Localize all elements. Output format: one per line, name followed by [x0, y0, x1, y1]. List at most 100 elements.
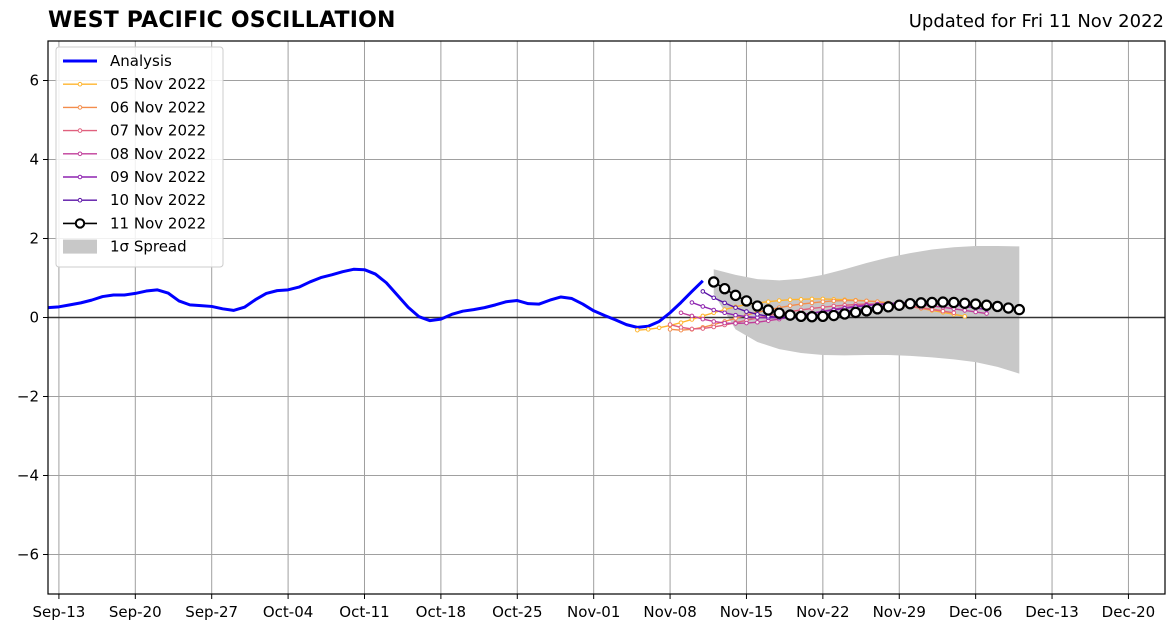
x-tick-label: Nov-29 — [873, 603, 926, 621]
legend-item-08-nov-2022: 08 Nov 2022 — [63, 145, 206, 163]
forecast-point — [744, 320, 749, 326]
forecast-point — [940, 308, 946, 314]
forecast-point — [733, 321, 738, 326]
forecast-point — [733, 312, 738, 318]
forecast-point — [809, 300, 815, 306]
forecast-point — [817, 310, 829, 323]
legend-item-analysis: Analysis — [63, 52, 172, 70]
forecast-point — [798, 297, 804, 302]
x-tick-label: Nov-08 — [643, 603, 696, 621]
forecast-point — [656, 325, 662, 331]
analysis-line — [47, 267, 704, 329]
forecast-point — [700, 316, 706, 322]
forecast-point — [645, 327, 651, 332]
forecast-point — [980, 299, 993, 311]
legend-label: 08 Nov 2022 — [110, 145, 206, 163]
forecast-point — [962, 308, 968, 313]
y-tick-label: 2 — [29, 230, 39, 248]
forecast-point — [722, 300, 727, 306]
forecast-point — [762, 304, 774, 316]
x-axis-ticks: Sep-13 Sep-20 Sep-27 Oct-04 Oct-11 Oct-18 Oct-… — [33, 594, 1155, 621]
y-tick-label: 6 — [29, 72, 39, 90]
forecast-point — [776, 298, 782, 303]
forecast-point — [915, 297, 927, 309]
forecast-point — [689, 326, 695, 332]
forecast-point — [795, 310, 807, 323]
x-tick-label: Dec-06 — [949, 603, 1003, 621]
forecast-point — [973, 309, 978, 315]
legend-item-1-spread: 1σ Spread — [63, 238, 187, 256]
forecast-point — [700, 326, 706, 331]
forecast-point — [635, 327, 640, 333]
forecast-point — [689, 300, 695, 305]
forecast-point — [787, 297, 793, 303]
forecast-point — [1002, 302, 1015, 314]
y-tick-label: −6 — [17, 546, 39, 564]
legend-item-07-nov-2022: 07 Nov 2022 — [63, 122, 206, 140]
forecast-point — [984, 311, 989, 316]
legend-item-10-nov-2022: 10 Nov 2022 — [63, 191, 206, 209]
legend-label: 07 Nov 2022 — [110, 122, 206, 140]
forecast-point — [784, 309, 796, 321]
forecast-point — [882, 301, 895, 313]
y-tick-label: 4 — [29, 151, 39, 169]
x-tick-label: Oct-04 — [263, 603, 313, 621]
legend-label: 11 Nov 2022 — [110, 214, 206, 232]
legend-label: 09 Nov 2022 — [110, 168, 206, 186]
legend-marker — [77, 174, 83, 180]
forecast-point — [711, 319, 717, 324]
forecast-point — [860, 305, 873, 317]
forecast-point — [733, 305, 738, 310]
forecast-point — [765, 299, 771, 305]
forecast-point — [744, 314, 749, 320]
updated-date-label: Updated for Fri 11 Nov 2022 — [908, 11, 1164, 32]
forecast-point — [820, 299, 826, 305]
forecast-point — [951, 310, 957, 316]
legend-item-09-nov-2022: 09 Nov 2022 — [63, 168, 206, 186]
forecast-point — [828, 309, 840, 322]
forecast-point — [678, 320, 684, 325]
legend-marker — [77, 105, 83, 110]
legend-label: 10 Nov 2022 — [110, 191, 206, 209]
forecast-point — [711, 307, 717, 313]
y-axis-ticks: −6 −4 −2 0 2 4 6 — [17, 72, 48, 564]
legend-label: 06 Nov 2022 — [110, 98, 206, 116]
forecast-point — [722, 320, 727, 326]
forecast-point — [962, 314, 968, 319]
x-tick-label: Sep-20 — [109, 603, 162, 621]
forecast-point — [937, 296, 949, 308]
legend-label: 05 Nov 2022 — [110, 75, 206, 93]
legend-swatch — [63, 239, 97, 254]
x-tick-label: Oct-18 — [416, 603, 466, 621]
x-tick-label: Nov-01 — [567, 603, 620, 621]
forecast-point — [744, 309, 749, 314]
x-tick-label: Dec-13 — [1025, 603, 1079, 621]
legend-marker — [77, 151, 83, 157]
forecast-point — [809, 306, 815, 311]
forecast-point — [991, 300, 1004, 313]
series-lines — [47, 267, 1026, 333]
y-tick-label: −4 — [17, 467, 39, 485]
legend-marker — [74, 218, 86, 229]
forecast-point — [904, 297, 916, 310]
series-analysis — [47, 267, 704, 329]
forecast-point — [711, 295, 717, 301]
x-tick-label: Nov-22 — [796, 603, 849, 621]
forecast-point — [849, 306, 862, 319]
legend: Analysis 05 Nov 2022 06 Nov 2022 07 Nov 202… — [55, 46, 224, 268]
forecast-point — [948, 296, 960, 309]
x-tick-label: Oct-25 — [492, 603, 542, 621]
forecast-point — [667, 327, 673, 332]
forecast-point — [871, 303, 884, 315]
legend-label: 1σ Spread — [110, 238, 187, 256]
forecast-point — [853, 298, 858, 303]
forecast-point — [893, 299, 905, 311]
legend-item-11-nov-2022: 11 Nov 2022 — [63, 214, 206, 232]
forecast-point — [722, 310, 727, 316]
forecast-point — [798, 301, 804, 307]
legend-label: Analysis — [110, 52, 172, 70]
forecast-point — [838, 308, 851, 320]
forecast-point — [689, 313, 695, 319]
series-11-nov-2022 — [708, 276, 1026, 323]
